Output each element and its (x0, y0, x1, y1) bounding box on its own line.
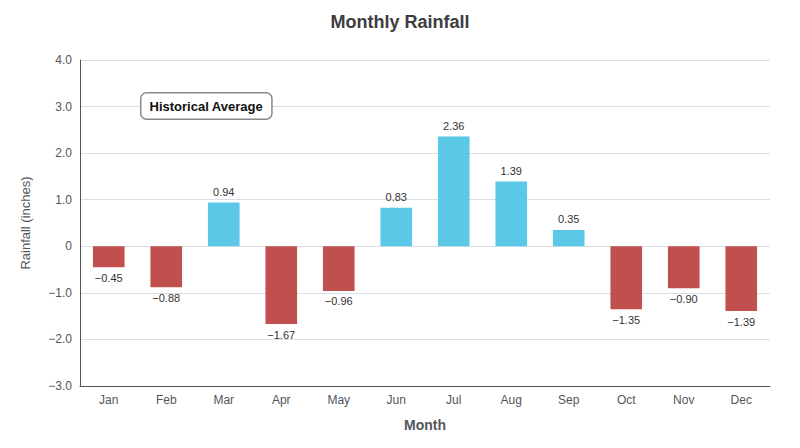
svg-text:May: May (327, 393, 350, 407)
svg-text:Sep: Sep (558, 393, 580, 407)
svg-text:−1.0: −1.0 (48, 286, 72, 300)
svg-text:Jan: Jan (99, 393, 118, 407)
svg-text:−0.96: −0.96 (325, 295, 353, 307)
svg-text:Monthly Rainfall: Monthly Rainfall (331, 12, 470, 32)
svg-text:1.0: 1.0 (55, 193, 72, 207)
svg-text:Historical Average: Historical Average (150, 99, 263, 114)
svg-text:2.36: 2.36 (443, 120, 464, 132)
svg-text:Dec: Dec (731, 393, 752, 407)
svg-text:3.0: 3.0 (55, 100, 72, 114)
svg-text:Jul: Jul (446, 393, 461, 407)
svg-text:4.0: 4.0 (55, 53, 72, 67)
svg-text:0: 0 (65, 239, 72, 253)
svg-text:−3.0: −3.0 (48, 379, 72, 393)
svg-text:Jun: Jun (387, 393, 406, 407)
svg-text:−2.0: −2.0 (48, 332, 72, 346)
svg-text:Aug: Aug (501, 393, 522, 407)
svg-text:−0.45: −0.45 (95, 272, 123, 284)
svg-text:Feb: Feb (156, 393, 177, 407)
svg-text:−1.39: −1.39 (727, 316, 755, 328)
svg-text:1.39: 1.39 (501, 165, 522, 177)
svg-text:Month: Month (404, 417, 446, 433)
svg-text:0.94: 0.94 (213, 186, 234, 198)
svg-text:Rainfall (inches): Rainfall (inches) (18, 176, 33, 269)
svg-text:Oct: Oct (617, 393, 636, 407)
svg-text:Mar: Mar (213, 393, 234, 407)
svg-text:−0.88: −0.88 (152, 292, 180, 304)
svg-text:0.35: 0.35 (558, 213, 579, 225)
svg-text:−0.90: −0.90 (670, 293, 698, 305)
svg-text:Nov: Nov (673, 393, 694, 407)
svg-text:−1.67: −1.67 (267, 329, 295, 341)
svg-text:−1.35: −1.35 (612, 314, 640, 326)
svg-text:Apr: Apr (272, 393, 291, 407)
svg-text:2.0: 2.0 (55, 146, 72, 160)
svg-text:0.83: 0.83 (386, 191, 407, 203)
